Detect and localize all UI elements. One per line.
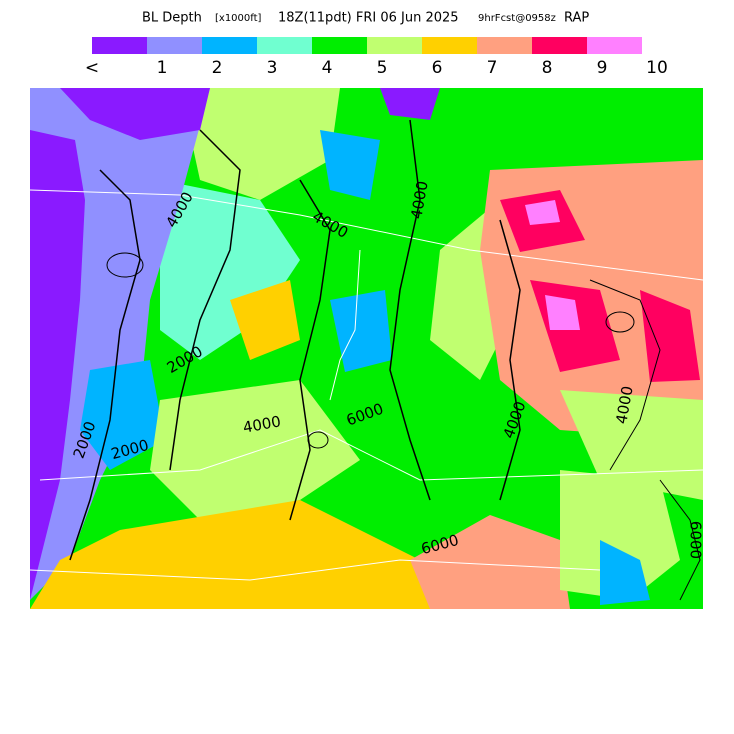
colorbar-swatch xyxy=(587,37,642,54)
title: BL Depth xyxy=(142,11,202,26)
contour-label: 6000 xyxy=(687,521,705,559)
field-region xyxy=(380,88,440,120)
colorbar-swatch xyxy=(477,37,532,54)
field-region xyxy=(320,130,380,200)
field-region xyxy=(545,295,580,330)
field-region xyxy=(160,180,300,360)
field-region xyxy=(410,515,570,609)
colorbar-swatch xyxy=(312,37,367,54)
colorbar-swatch xyxy=(257,37,312,54)
map-lines xyxy=(30,119,703,601)
colorbar-label: 7 xyxy=(487,58,498,78)
field-region xyxy=(180,88,340,200)
colorbar-label: 8 xyxy=(542,58,553,78)
field-region xyxy=(30,130,85,600)
forecast: 9hrFcst@0958z xyxy=(478,13,556,24)
colorbar-label: 10 xyxy=(646,58,668,78)
field-region xyxy=(230,280,300,360)
colorbar-swatch xyxy=(202,37,257,54)
colorbar: <1 2 3 4 5 6 7 8 9 10 xyxy=(85,37,668,78)
colorbar-swatch xyxy=(532,37,587,54)
field-region xyxy=(80,360,165,470)
units: [x1000ft] xyxy=(215,13,262,24)
field-region xyxy=(640,290,700,382)
field-region xyxy=(330,290,392,372)
field-region xyxy=(60,88,210,140)
colorbar-swatch xyxy=(422,37,477,54)
field-region xyxy=(30,500,470,609)
colorbar-label: 3 xyxy=(267,58,278,78)
colorbar-label: < xyxy=(85,58,99,78)
field-region xyxy=(525,200,560,225)
colorbar-label: 9 xyxy=(597,58,608,78)
field-region xyxy=(560,390,703,500)
field-region xyxy=(560,470,680,600)
model: RAP xyxy=(564,11,589,26)
colorbar-label: 6 xyxy=(432,58,443,78)
field-region xyxy=(150,380,360,520)
colorbar-label: 1 xyxy=(157,58,168,78)
colorbar-swatch xyxy=(147,37,202,54)
colorbar-swatch xyxy=(367,37,422,54)
map xyxy=(30,88,703,609)
colorbar-label: 2 xyxy=(212,58,223,78)
colorbar-label: 4 xyxy=(322,58,333,78)
field-region xyxy=(600,540,650,605)
valid-time: 18Z(11pdt) FRI 06 Jun 2025 xyxy=(278,11,459,26)
colorbar-label: 5 xyxy=(377,58,388,78)
colorbar-swatch xyxy=(92,37,147,54)
